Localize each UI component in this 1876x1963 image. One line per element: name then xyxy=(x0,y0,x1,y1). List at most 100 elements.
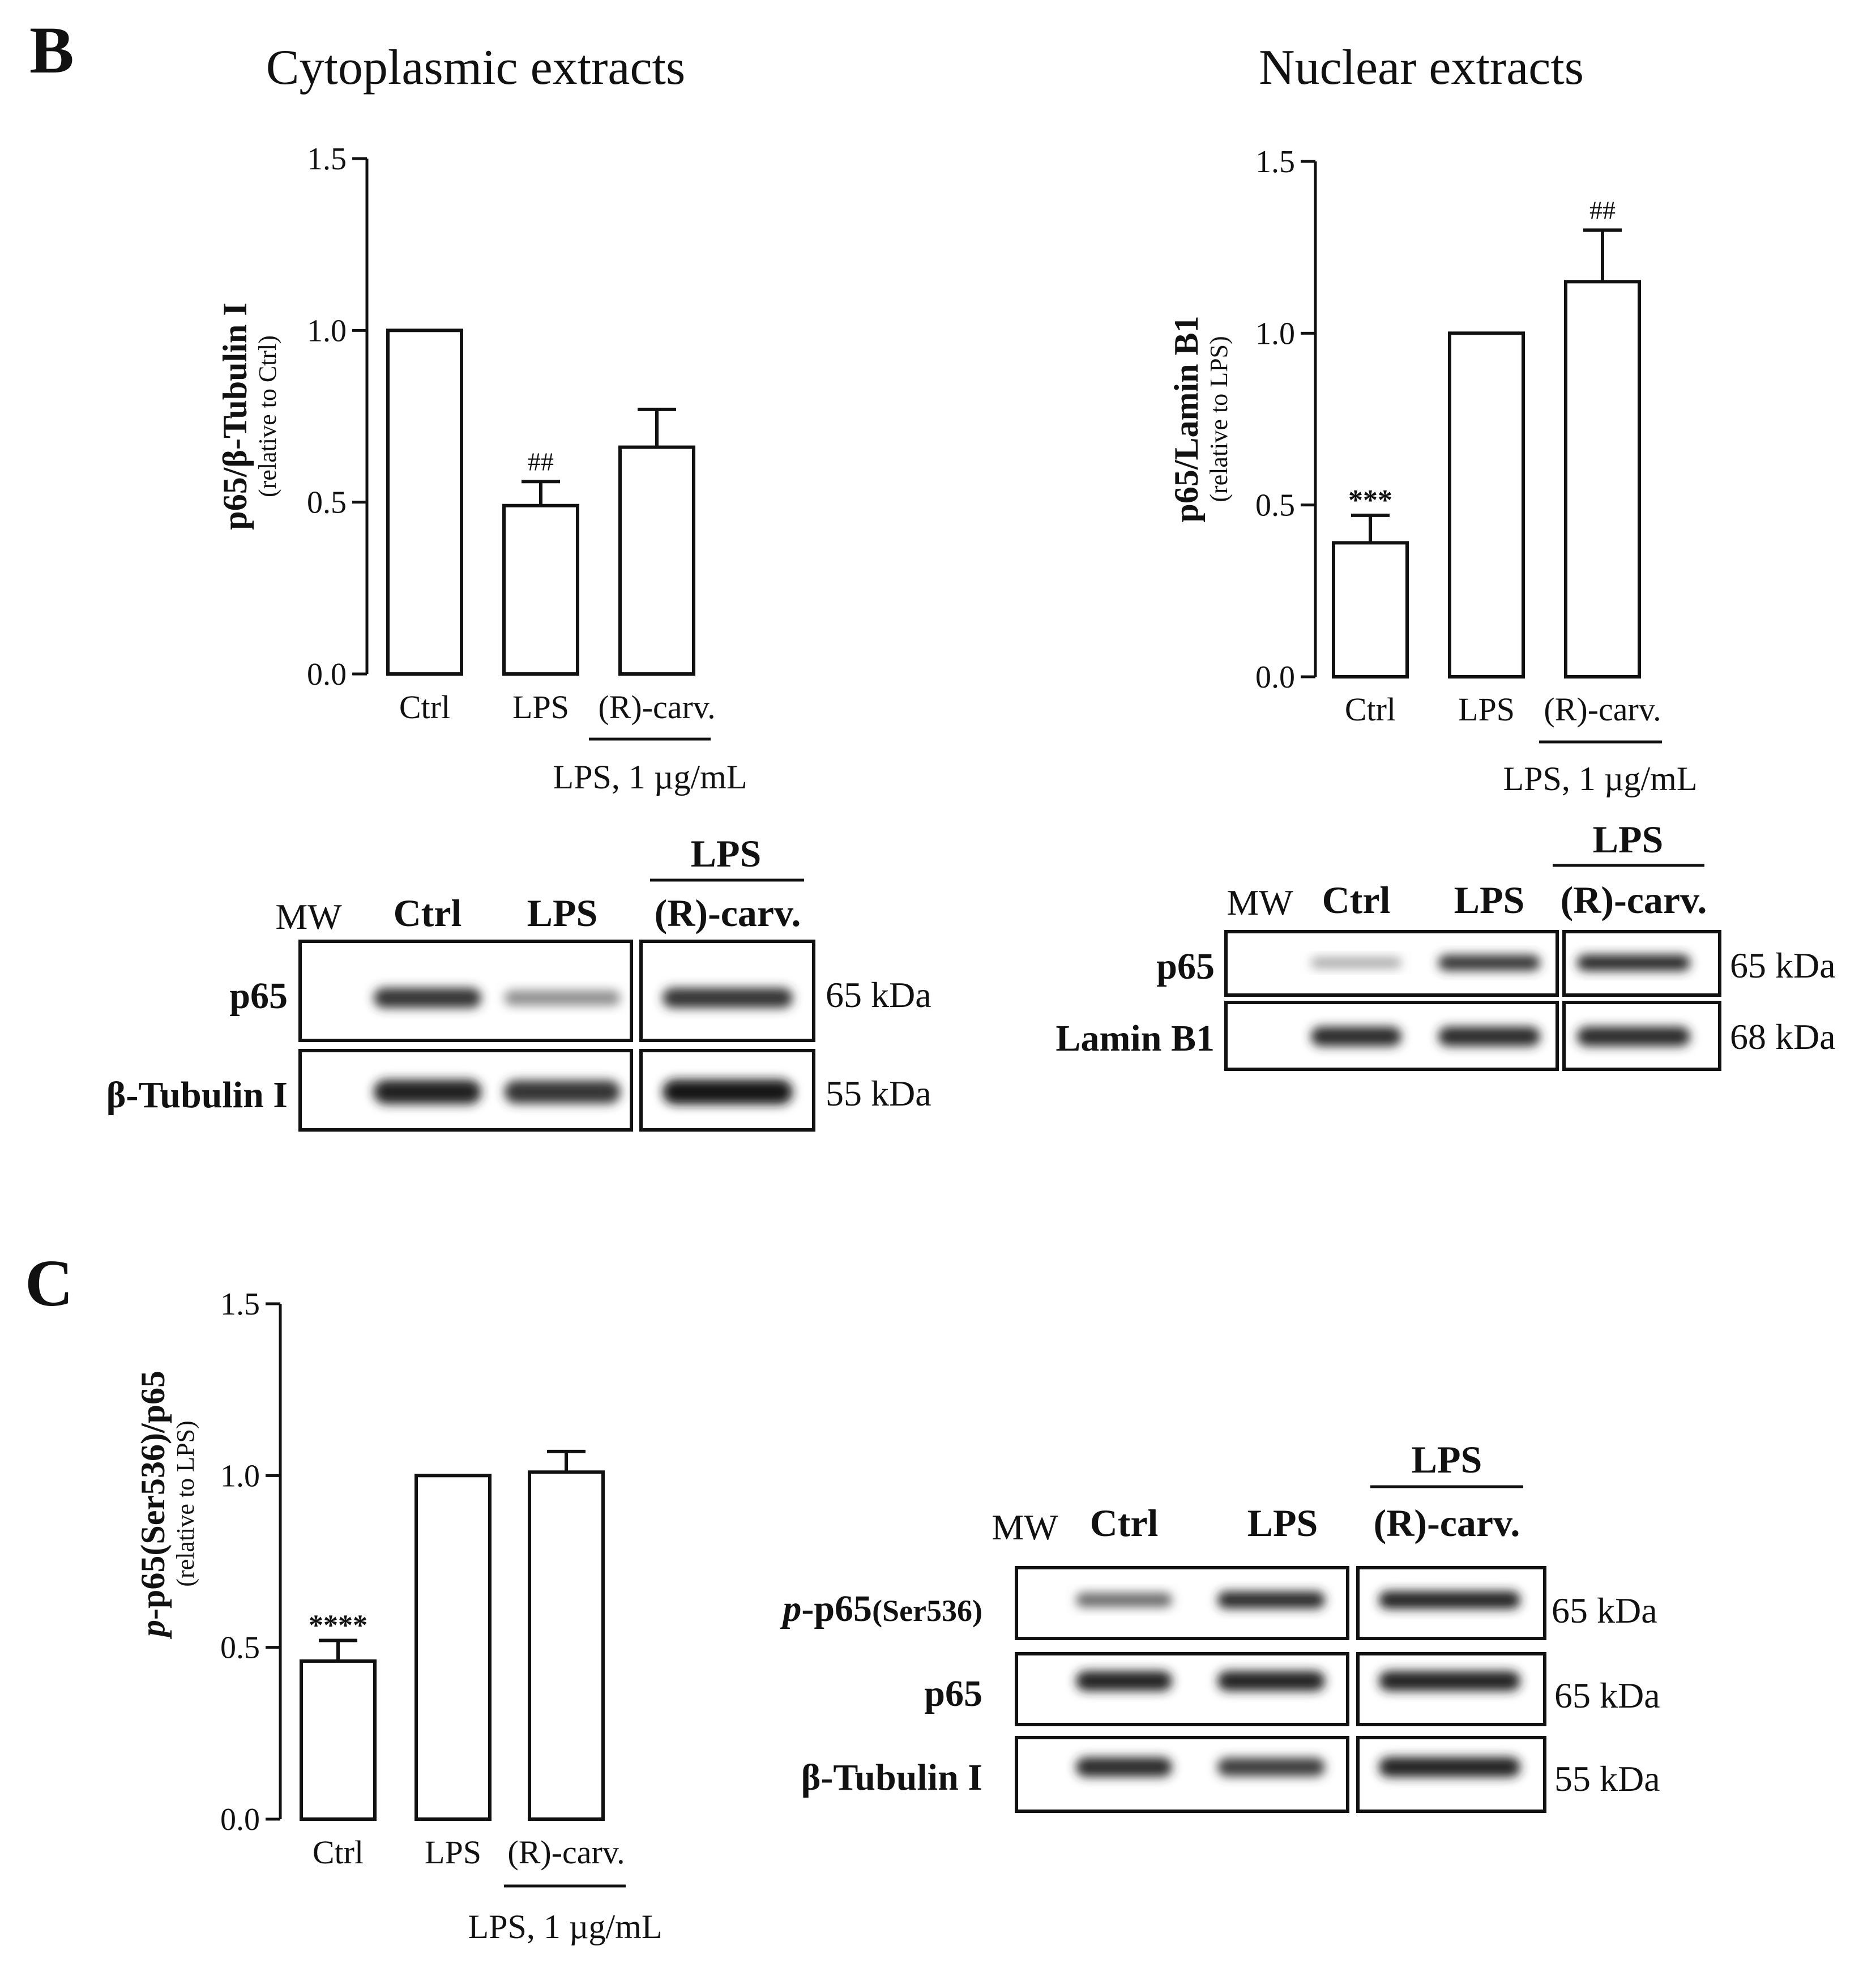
y-axis-label-sub: (relative to Ctrl) xyxy=(254,335,281,497)
blot-mw-label: MW xyxy=(275,897,342,937)
bars: **** Ctrl LPS (R)-carv. xyxy=(300,1449,625,1871)
x-tick-label: LPS xyxy=(1458,691,1515,728)
blot-kda-label: 65 kDa xyxy=(1554,1675,1660,1716)
blot-cytoplasmic: LPS MW Ctrl LPS (R)-carv. p65 β-Tubulin … xyxy=(106,832,931,1132)
blot-kda-label: 65 kDa xyxy=(826,975,931,1015)
bar xyxy=(1564,280,1641,679)
y-axis-label-main: p65/Lamin B1 xyxy=(1168,315,1205,522)
blot-band xyxy=(504,990,621,1006)
bar xyxy=(1332,541,1409,679)
blot-band xyxy=(374,1079,481,1104)
y-tick-label: 0.5 xyxy=(220,1631,260,1666)
blot-lane-header: Ctrl xyxy=(394,891,462,934)
blot-band xyxy=(1076,1593,1172,1607)
blot-band xyxy=(1217,1671,1325,1691)
blot-kda-label: 65 kDa xyxy=(1552,1590,1657,1631)
blot-band xyxy=(1311,1026,1401,1047)
y-axis-label: p65/β-Tubulin I (relative to Ctrl) xyxy=(216,302,281,530)
blot-kda-label: 55 kDa xyxy=(1554,1759,1660,1799)
y-tick-label: 1.0 xyxy=(220,1458,260,1493)
x-tick-label: Ctrl xyxy=(1345,691,1396,728)
blot-bands xyxy=(1076,1591,1520,1777)
blot-band xyxy=(1217,1757,1325,1777)
y-tick-label: 1.5 xyxy=(1255,144,1295,180)
blot-band xyxy=(1311,957,1401,968)
y-tick-label: 0.0 xyxy=(1255,660,1295,695)
blot-kda-label: 65 kDa xyxy=(1730,945,1836,985)
bar xyxy=(1448,331,1525,678)
y-axis-label: p65/Lamin B1 (relative to LPS) xyxy=(1168,315,1233,522)
blot-group-header: LPS xyxy=(691,832,762,875)
blot-row-label: p-p65(Ser536) xyxy=(780,1588,982,1629)
blot-band xyxy=(663,1079,793,1104)
panel-label-c: C xyxy=(25,1246,73,1320)
bar xyxy=(618,445,695,676)
blot-row-label: β-Tubulin I xyxy=(106,1074,288,1116)
x-tick-label: (R)-carv. xyxy=(1544,691,1661,728)
blot-band xyxy=(374,988,481,1008)
significance-marker: *** xyxy=(1348,484,1392,517)
significance-marker: **** xyxy=(309,1610,367,1642)
blot-group-header: LPS xyxy=(1593,818,1664,861)
blot-lane-header: Ctrl xyxy=(1090,1501,1159,1544)
significance-marker: ## xyxy=(528,447,554,476)
blot-lane-header: (R)-carv. xyxy=(1374,1501,1520,1544)
y-ticks: 0.0 0.5 1.0 1.5 xyxy=(1255,144,1315,695)
y-tick-label: 0.5 xyxy=(307,485,347,520)
blot-band xyxy=(1379,1757,1520,1777)
bar xyxy=(502,503,579,676)
panel-label-b: B xyxy=(29,13,74,87)
x-tick-label: (R)-carv. xyxy=(507,1834,625,1871)
y-tick-label: 0.5 xyxy=(1255,488,1295,523)
y-tick-label: 1.5 xyxy=(307,142,347,177)
significance-marker: ## xyxy=(1589,195,1616,224)
blot-band xyxy=(1577,954,1690,971)
x-tick-label: (R)-carv. xyxy=(598,689,715,726)
blot-band xyxy=(1217,1591,1325,1609)
chart-title: Nuclear extracts xyxy=(1259,40,1584,95)
blot-lane-header: (R)-carv. xyxy=(1561,878,1707,921)
x-tick-label: LPS xyxy=(512,689,569,726)
y-tick-label: 0.0 xyxy=(220,1802,260,1837)
blot-row-label: p65 xyxy=(229,975,288,1017)
y-tick-label: 1.5 xyxy=(220,1287,260,1322)
condition-label: LPS, 1 µg/mL xyxy=(468,1908,663,1945)
blot-row-label: Lamin B1 xyxy=(1055,1018,1215,1059)
blot-row-label: p65 xyxy=(924,1673,982,1714)
blot-nuclear: LPS MW Ctrl LPS (R)-carv. p65 Lamin B1 6… xyxy=(1055,818,1836,1071)
blot-band xyxy=(663,988,793,1008)
y-ticks: 0.0 0.5 1.0 1.5 xyxy=(220,1287,280,1837)
blot-row-label: β-Tubulin I xyxy=(801,1757,982,1798)
blot-lane-header: (R)-carv. xyxy=(655,891,801,934)
x-tick-label: LPS xyxy=(425,1834,481,1871)
chart-title: Cytoplasmic extracts xyxy=(266,40,685,95)
blot-row-label: p65 xyxy=(1156,946,1215,987)
y-ticks: 0.0 0.5 1.0 1.5 xyxy=(307,142,367,692)
y-tick-label: 1.0 xyxy=(1255,316,1295,351)
blot-mw-label: MW xyxy=(992,1507,1058,1547)
blot-lane-header: Ctrl xyxy=(1322,878,1391,921)
bar xyxy=(300,1659,377,1821)
bar xyxy=(528,1470,605,1821)
blot-band xyxy=(1438,1026,1540,1047)
blot-lane-header: LPS xyxy=(527,891,598,934)
bars: *** Ctrl LPS ## (R)-carv. xyxy=(1332,195,1661,728)
blot-lane-header: LPS xyxy=(1454,878,1525,921)
blot-band xyxy=(504,1080,621,1104)
y-axis-label-sub: (relative to LPS) xyxy=(1205,336,1233,502)
y-tick-label: 0.0 xyxy=(307,657,347,692)
y-axis-label-main: p-p65(Ser536)/p65 xyxy=(134,1371,172,1640)
condition-label: LPS, 1 µg/mL xyxy=(553,758,747,796)
bar xyxy=(414,1474,492,1821)
blot-band xyxy=(1438,955,1540,971)
blot-band xyxy=(1379,1591,1520,1609)
bars: Ctrl ## LPS (R)-carv. xyxy=(386,328,716,726)
blot-phospho: LPS MW Ctrl LPS (R)-carv. p-p65(Ser536) … xyxy=(780,1438,1660,1813)
blot-band xyxy=(1076,1757,1172,1777)
blot-band xyxy=(1577,1026,1690,1047)
blot-bands xyxy=(374,988,793,1104)
x-tick-label: Ctrl xyxy=(313,1834,364,1871)
y-tick-label: 1.0 xyxy=(307,313,347,348)
blot-band xyxy=(1076,1671,1172,1691)
